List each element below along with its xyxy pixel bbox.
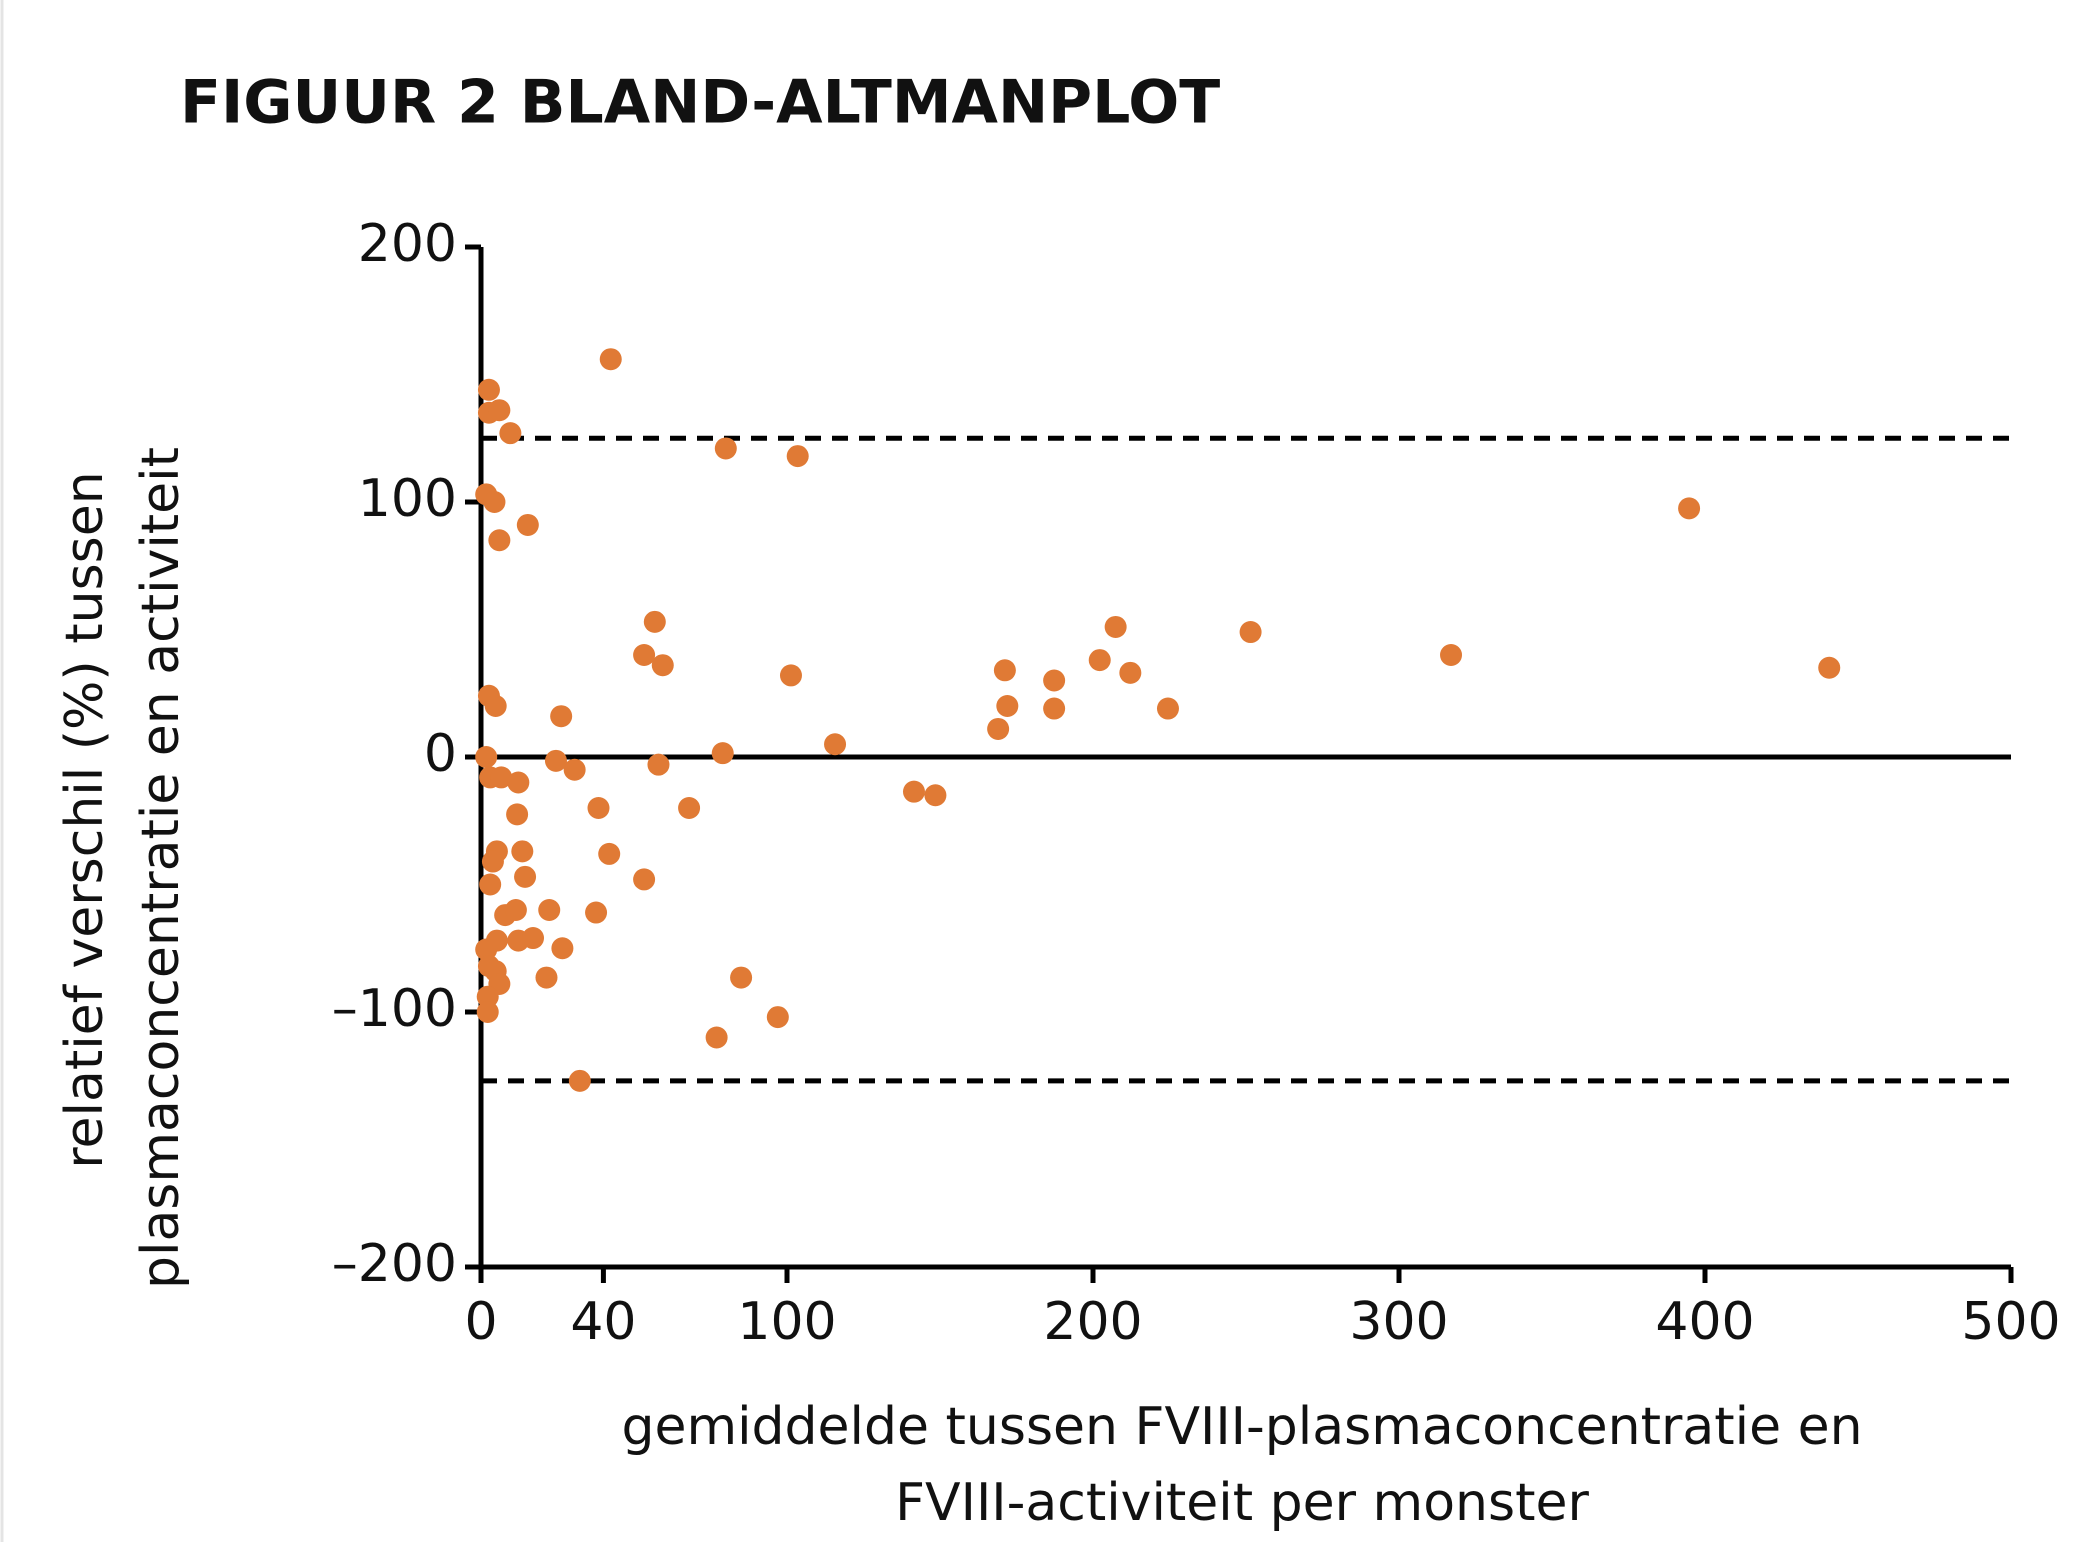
- point: [535, 966, 558, 989]
- point: [1678, 497, 1701, 520]
- point: [1104, 615, 1127, 638]
- point: [711, 742, 734, 765]
- point: [1043, 669, 1066, 692]
- point: [902, 780, 925, 803]
- point: [490, 766, 513, 789]
- point: [544, 749, 567, 772]
- x-tick-label: 0: [464, 1292, 497, 1352]
- point: [488, 399, 511, 422]
- x-axis-label: gemiddelde tussen FVIII-plasmaconcentrat…: [621, 1397, 1862, 1457]
- point: [1043, 697, 1066, 720]
- point: [1156, 697, 1179, 720]
- point: [1119, 661, 1142, 684]
- point: [477, 378, 500, 401]
- point: [481, 850, 504, 873]
- point: [714, 437, 737, 460]
- point: [766, 1006, 789, 1029]
- point: [651, 654, 674, 677]
- point: [924, 784, 947, 807]
- point: [538, 899, 561, 921]
- x-tick-label: 300: [1349, 1292, 1448, 1352]
- point: [993, 659, 1016, 682]
- point: [488, 529, 511, 552]
- x-tick-label: 400: [1655, 1292, 1754, 1352]
- point: [506, 803, 529, 826]
- y-tick-label: –100: [332, 979, 457, 1039]
- point: [479, 873, 502, 896]
- y-axis-label: relatief verschil (%) tussen: [55, 471, 115, 1168]
- point: [633, 644, 656, 666]
- point: [475, 746, 498, 768]
- point: [1239, 621, 1262, 644]
- point: [599, 348, 622, 371]
- point: [598, 842, 621, 865]
- y-tick-label: –200: [332, 1234, 457, 1294]
- point: [499, 422, 522, 445]
- x-tick-label: 100: [737, 1292, 836, 1352]
- y-tick-label: 200: [358, 214, 457, 274]
- point: [1088, 649, 1111, 672]
- point: [483, 491, 506, 513]
- point: [779, 664, 802, 687]
- y-tick-label: 0: [424, 724, 457, 784]
- point: [786, 445, 809, 468]
- point: [516, 513, 539, 536]
- point: [476, 1001, 499, 1023]
- point: [475, 938, 498, 961]
- point: [643, 610, 666, 633]
- point: [824, 733, 847, 756]
- point: [996, 695, 1019, 717]
- chart-title: FIGUUR 2 BLAND-ALTMANPLOT: [180, 68, 1220, 138]
- y-tick-label: 100: [358, 469, 457, 529]
- point: [730, 966, 753, 989]
- point: [511, 840, 534, 863]
- point: [551, 937, 574, 960]
- x-tick-label: 500: [1961, 1292, 2060, 1352]
- x-axis-label: FVIII-activiteit per monster: [895, 1473, 1589, 1533]
- point: [507, 771, 530, 794]
- point: [563, 758, 586, 781]
- point: [522, 927, 545, 950]
- point: [476, 985, 499, 1008]
- point: [568, 1069, 591, 1092]
- point: [1818, 656, 1841, 679]
- point: [987, 717, 1010, 740]
- point: [633, 868, 656, 891]
- point: [585, 901, 608, 924]
- point: [1440, 644, 1463, 666]
- point: [678, 797, 701, 819]
- point: [587, 797, 610, 819]
- point: [647, 753, 670, 776]
- point: [484, 695, 507, 717]
- y-axis-label: plasmaconcentratie en activiteit: [131, 447, 191, 1289]
- point: [705, 1026, 728, 1049]
- point: [550, 705, 573, 728]
- x-tick-label: 40: [570, 1292, 636, 1352]
- point: [504, 899, 527, 921]
- x-tick-label: 200: [1043, 1292, 1142, 1352]
- point: [514, 865, 537, 888]
